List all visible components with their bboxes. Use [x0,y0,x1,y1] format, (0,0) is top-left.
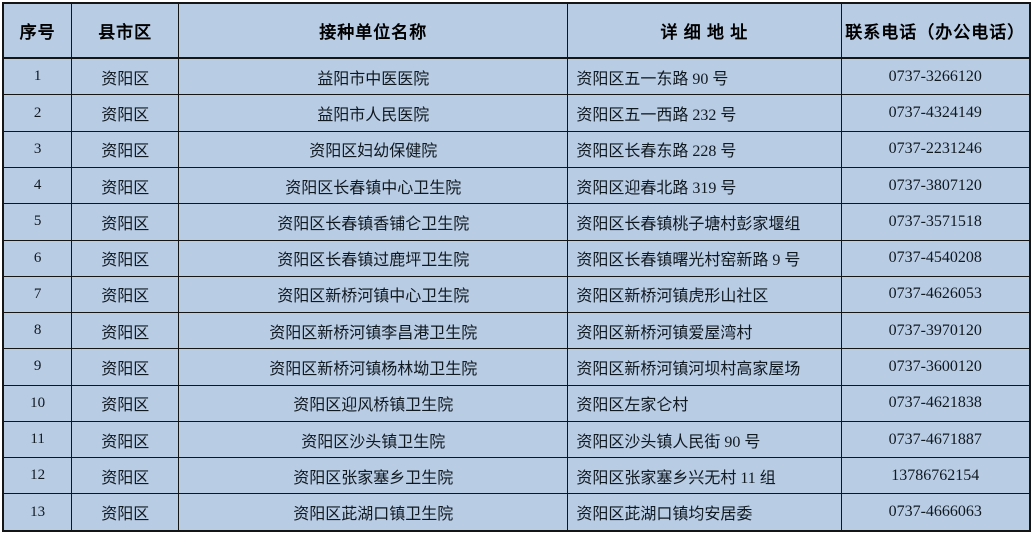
cell-address: 资阳区长春东路 228 号 [567,130,842,169]
cell-address: 资阳区迎春北路 319 号 [567,167,842,205]
cell-name: 资阳区新桥河镇中心卫生院 [178,275,569,314]
cell-name: 资阳区新桥河镇杨林坳卫生院 [178,348,569,386]
column-header-index: 序号 [2,2,73,59]
cell-phone: 0737-3266120 [840,57,1031,96]
cell-address: 资阳区新桥河镇虎形山社区 [567,275,842,314]
table-body: 1 资阳区 益阳市中医医院 资阳区五一东路 90 号 0737-3266120 2 资阳区益… [2,57,1031,532]
cell-index: 8 [2,312,73,350]
cell-address: 资阳区张家塞乡兴无村 11 组 [567,457,842,495]
cell-phone: 0737-3600120 [840,348,1031,386]
cell-name: 资阳区长春镇中心卫生院 [178,167,569,205]
cell-address: 资阳区五一东路 90 号 [567,57,842,96]
cell-index: 9 [2,348,73,386]
cell-phone: 0737-3571518 [840,203,1031,241]
cell-name: 资阳区茈湖口镇卫生院 [178,493,569,532]
table-row: 11 资阳区 资阳区沙头镇卫生院 资阳区沙头镇人民街 90 号 0737-4671887 [2,420,1031,459]
table-header: 序号 县市区 接种单位名称 详 细 地 址 联系电话（办公电话） [2,2,1031,59]
cell-index: 11 [2,420,73,459]
table-row: 12 资阳区 资阳区张家塞乡卫生院 资阳区张家塞乡兴无村 11 组 1378676215… [2,457,1031,495]
cell-district: 资阳区 [71,493,180,532]
header-row: 序号 县市区 接种单位名称 详 细 地 址 联系电话（办公电话） [2,2,1031,59]
cell-district: 资阳区 [71,203,180,241]
table-row: 5 资阳区 资阳区长春镇香铺仑卫生院 资阳区长春镇桃子塘村彭家堰组 0737-35715… [2,203,1031,241]
cell-name: 益阳市人民医院 [178,94,569,132]
cell-district: 资阳区 [71,57,180,96]
cell-index: 6 [2,239,73,277]
cell-phone: 0737-4626053 [840,275,1031,314]
cell-district: 资阳区 [71,348,180,386]
cell-district: 资阳区 [71,275,180,314]
cell-district: 资阳区 [71,94,180,132]
cell-address: 资阳区左家仑村 [567,384,842,422]
cell-district: 资阳区 [71,384,180,422]
cell-index: 10 [2,384,73,422]
cell-address: 资阳区五一西路 232 号 [567,94,842,132]
cell-address: 资阳区沙头镇人民街 90 号 [567,420,842,459]
cell-index: 4 [2,167,73,205]
cell-name: 资阳区妇幼保健院 [178,130,569,169]
column-header-name: 接种单位名称 [178,2,569,59]
cell-index: 7 [2,275,73,314]
cell-district: 资阳区 [71,167,180,205]
cell-phone: 0737-4666063 [840,493,1031,532]
cell-index: 13 [2,493,73,532]
cell-phone: 13786762154 [840,457,1031,495]
cell-phone: 0737-4324149 [840,94,1031,132]
table-row: 3 资阳区 资阳区妇幼保健院 资阳区长春东路 228 号 0737-2231246 [2,130,1031,169]
cell-name: 资阳区长春镇香铺仑卫生院 [178,203,569,241]
cell-district: 资阳区 [71,239,180,277]
cell-district: 资阳区 [71,457,180,495]
column-header-address: 详 细 地 址 [567,2,842,59]
cell-address: 资阳区新桥河镇河坝村高家屋场 [567,348,842,386]
cell-phone: 0737-4621838 [840,384,1031,422]
cell-phone: 0737-2231246 [840,130,1031,169]
cell-address: 资阳区茈湖口镇均安居委 [567,493,842,532]
cell-district: 资阳区 [71,312,180,350]
cell-index: 3 [2,130,73,169]
table-row: 4 资阳区 资阳区长春镇中心卫生院 资阳区迎春北路 319 号 0737-3807120 [2,167,1031,205]
cell-name: 资阳区张家塞乡卫生院 [178,457,569,495]
column-header-district: 县市区 [71,2,180,59]
table-row: 1 资阳区 益阳市中医医院 资阳区五一东路 90 号 0737-3266120 [2,57,1031,96]
cell-name: 资阳区长春镇过鹿坪卫生院 [178,239,569,277]
table-row: 6 资阳区 资阳区长春镇过鹿坪卫生院 资阳区长春镇曙光村窑新路 9 号 0737-454… [2,239,1031,277]
table-row: 2 资阳区 益阳市人民医院 资阳区五一西路 232 号 0737-4324149 [2,94,1031,132]
column-header-phone: 联系电话（办公电话） [840,2,1031,59]
cell-index: 1 [2,57,73,96]
cell-index: 12 [2,457,73,495]
cell-phone: 0737-3807120 [840,167,1031,205]
cell-phone: 0737-4671887 [840,420,1031,459]
table-row: 13 资阳区 资阳区茈湖口镇卫生院 资阳区茈湖口镇均安居委 0737-4666063 [2,493,1031,532]
cell-name: 资阳区沙头镇卫生院 [178,420,569,459]
table-row: 8 资阳区 资阳区新桥河镇李昌港卫生院 资阳区新桥河镇爱屋湾村 0737-3970120 [2,312,1031,350]
table-row: 10 资阳区 资阳区迎风桥镇卫生院 资阳区左家仑村 0737-4621838 [2,384,1031,422]
cell-address: 资阳区长春镇曙光村窑新路 9 号 [567,239,842,277]
table-row: 9 资阳区 资阳区新桥河镇杨林坳卫生院 资阳区新桥河镇河坝村高家屋场 0737-3600… [2,348,1031,386]
cell-phone: 0737-3970120 [840,312,1031,350]
cell-address: 资阳区长春镇桃子塘村彭家堰组 [567,203,842,241]
cell-address: 资阳区新桥河镇爱屋湾村 [567,312,842,350]
cell-index: 5 [2,203,73,241]
table-row: 7 资阳区 资阳区新桥河镇中心卫生院 资阳区新桥河镇虎形山社区 0737-4626053 [2,275,1031,314]
cell-phone: 0737-4540208 [840,239,1031,277]
cell-index: 2 [2,94,73,132]
cell-name: 益阳市中医医院 [178,57,569,96]
cell-district: 资阳区 [71,420,180,459]
cell-name: 资阳区新桥河镇李昌港卫生院 [178,312,569,350]
cell-district: 资阳区 [71,130,180,169]
cell-name: 资阳区迎风桥镇卫生院 [178,384,569,422]
